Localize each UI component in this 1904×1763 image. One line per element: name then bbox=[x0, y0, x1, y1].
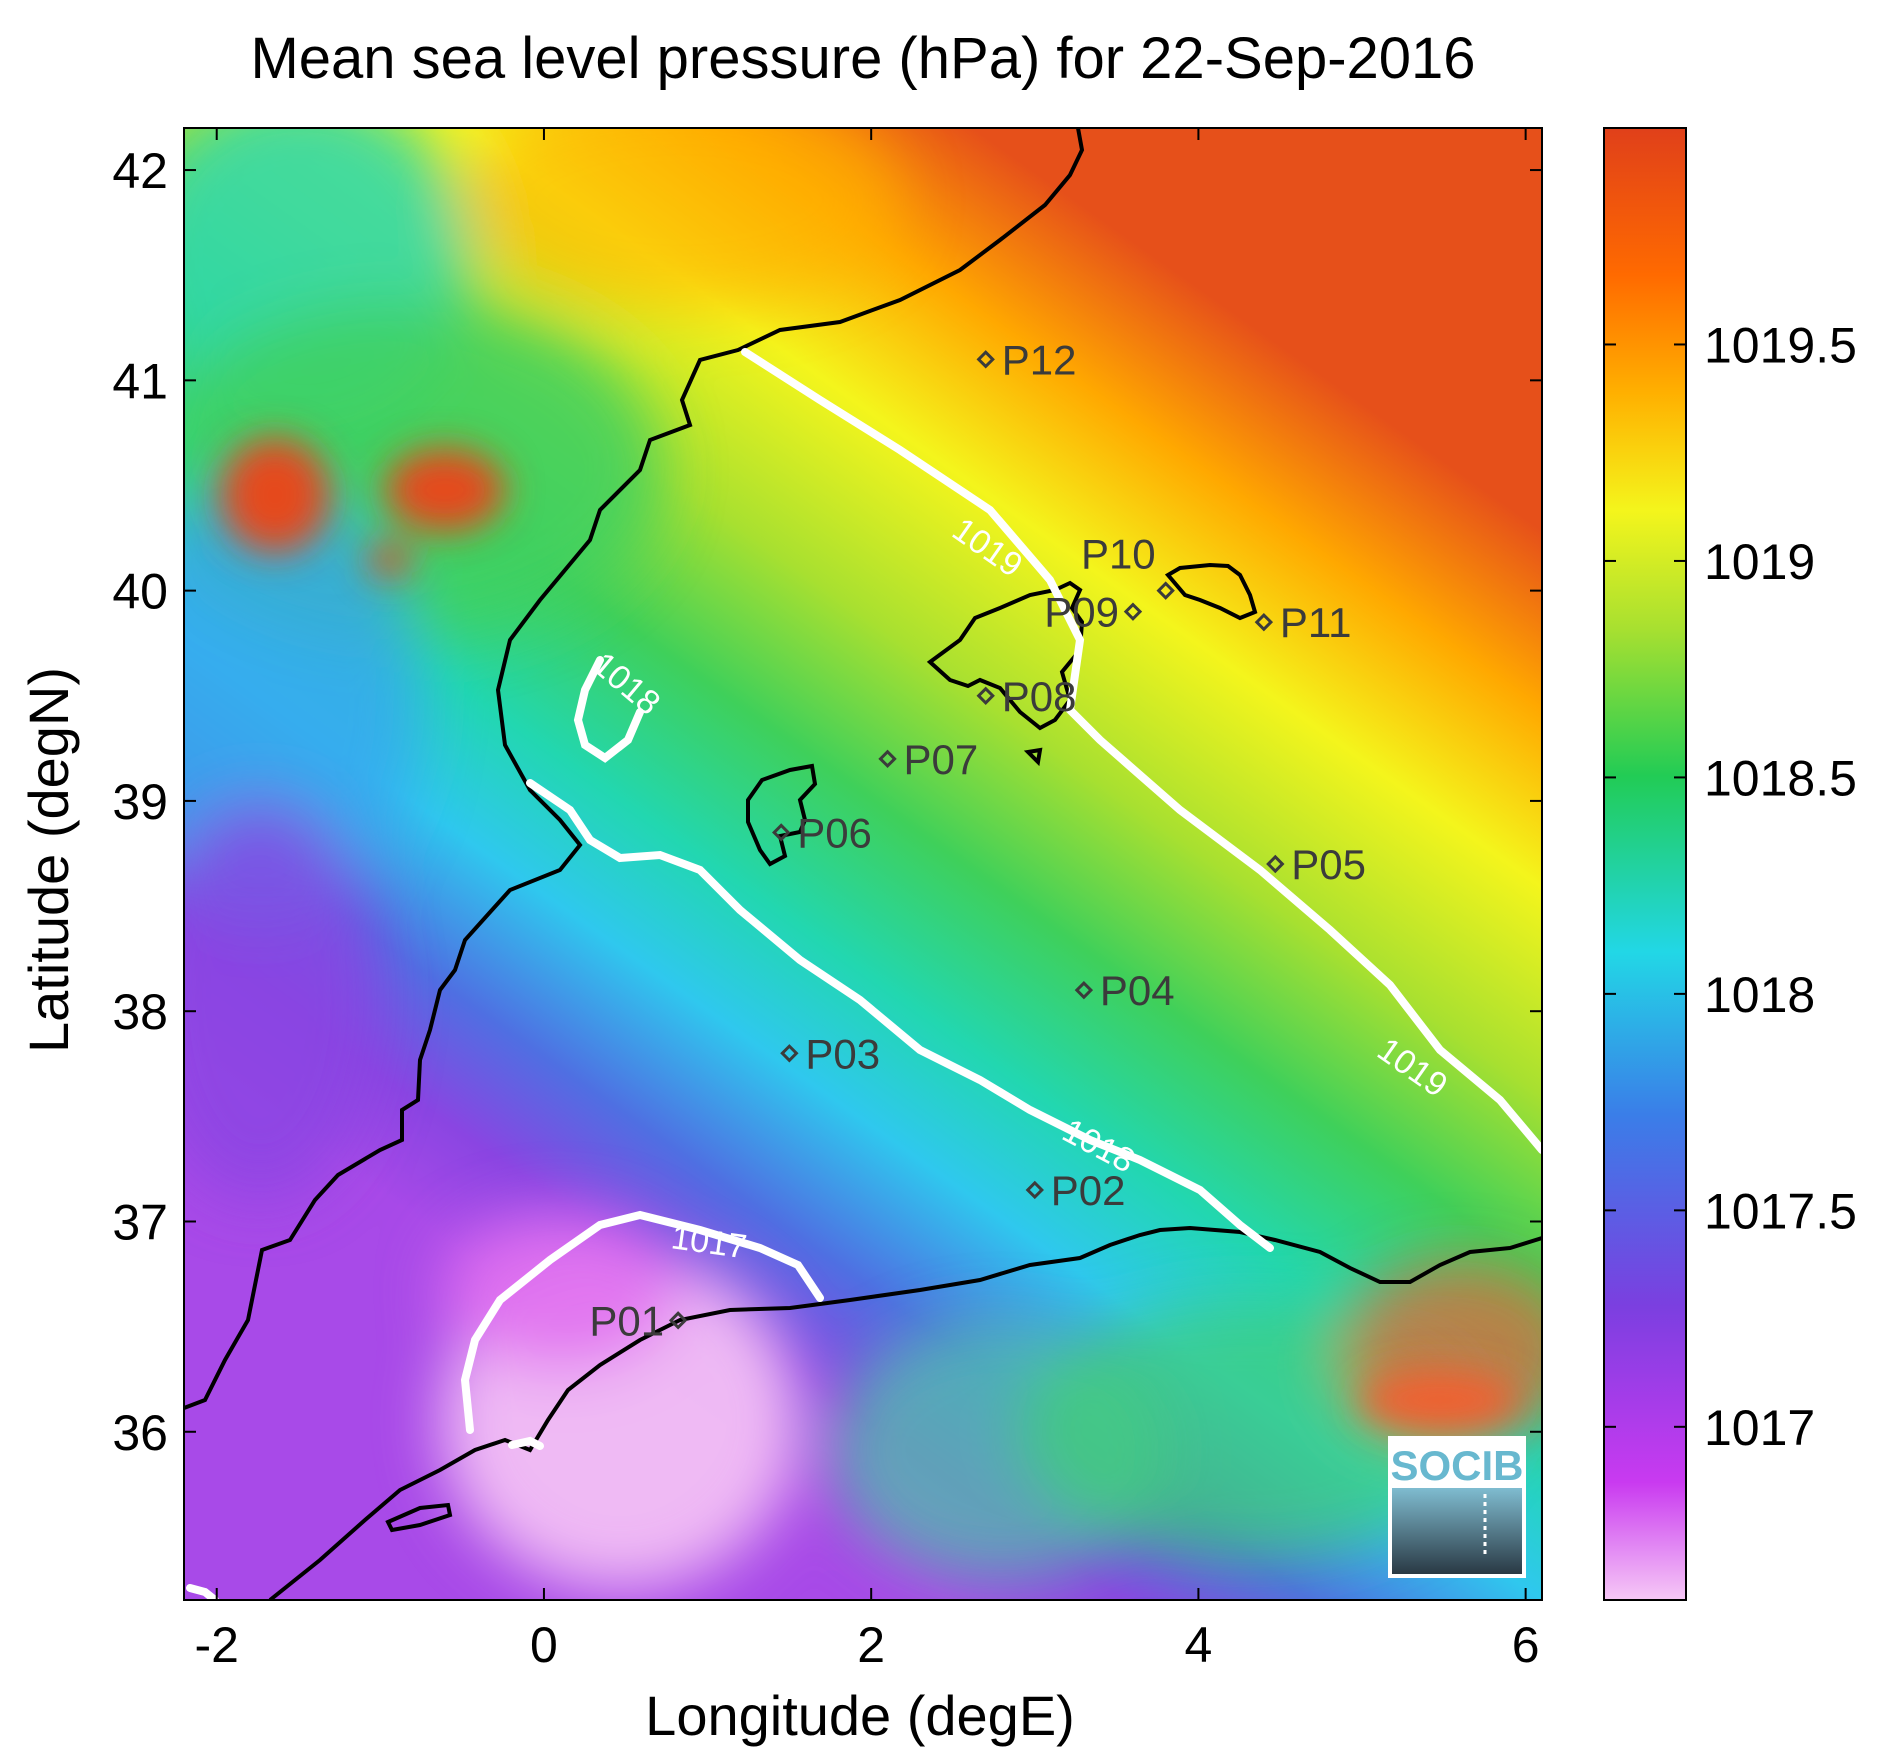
station-label-p08: P08 bbox=[1002, 673, 1077, 720]
socib-logo-text: SOCIB bbox=[1390, 1442, 1523, 1489]
colorbar-ticks: 1017 1017.5 1018 1018.5 1019 1019.5 bbox=[1604, 317, 1857, 1456]
contour-line-corner bbox=[186, 1584, 219, 1600]
station-label-p12: P12 bbox=[1002, 336, 1077, 383]
y-tick-label: 39 bbox=[112, 774, 168, 830]
coastlines bbox=[184, 128, 1542, 1600]
y-tick-label: 36 bbox=[112, 1405, 168, 1461]
x-tick-label: 2 bbox=[857, 1617, 885, 1673]
contour-line-1019 bbox=[741, 348, 1542, 1154]
station-marker-p09 bbox=[1123, 602, 1143, 621]
y-tick-label: 40 bbox=[112, 564, 168, 620]
contour-line-1018-closed bbox=[573, 656, 644, 763]
station-marker-p10 bbox=[1156, 581, 1175, 600]
station-label-p02: P02 bbox=[1051, 1167, 1126, 1214]
colorbar-gradient bbox=[1603, 127, 1687, 1601]
station-marker-p02 bbox=[1025, 1180, 1044, 1200]
x-tick-label: 4 bbox=[1185, 1617, 1213, 1673]
station-label-p01: P01 bbox=[589, 1297, 664, 1344]
station-marker-p11 bbox=[1254, 612, 1274, 632]
station-label-p11: P11 bbox=[1280, 599, 1352, 646]
y-tick-label: 41 bbox=[112, 353, 168, 409]
high-pressure-blotches bbox=[220, 437, 1520, 1430]
y-axis: 36 37 38 39 40 41 42 bbox=[112, 143, 1542, 1461]
station-marker-p12 bbox=[976, 350, 995, 369]
station-label-p03: P03 bbox=[805, 1030, 880, 1077]
land-field-features bbox=[184, 128, 1542, 1590]
plot-frame bbox=[183, 127, 1543, 1601]
contour-line-1017 bbox=[460, 1210, 824, 1434]
x-tick-label: -2 bbox=[194, 1617, 238, 1673]
station-label-p04: P04 bbox=[1100, 967, 1175, 1014]
chart-title: Mean sea level pressure (hPa) for 22-Sep… bbox=[250, 26, 1475, 91]
station-label-p05: P05 bbox=[1291, 841, 1366, 888]
station-marker-p06 bbox=[772, 823, 791, 842]
station-label-p10: P10 bbox=[1081, 531, 1156, 578]
colorbar-tick-label: 1017.5 bbox=[1704, 1183, 1857, 1239]
x-tick-label: 0 bbox=[530, 1617, 558, 1673]
station-marker-p01 bbox=[668, 1311, 688, 1330]
alboran-island-outline bbox=[385, 1502, 453, 1533]
station-marker-p05 bbox=[1266, 854, 1285, 874]
colorbar-tick-label: 1018.5 bbox=[1704, 750, 1857, 806]
station-label-p06: P06 bbox=[797, 809, 872, 856]
menorca-outline bbox=[1164, 562, 1258, 621]
station-marker-p04 bbox=[1074, 980, 1094, 1000]
african-coastline bbox=[268, 1225, 1542, 1600]
socib-logo: SOCIB bbox=[1388, 1436, 1526, 1578]
colorbar-tick-label: 1019.5 bbox=[1704, 317, 1857, 373]
contour-line-1018 bbox=[526, 779, 1274, 1252]
colorbar-tick-label: 1019 bbox=[1704, 534, 1815, 590]
station-points: P01 P02 P03 P04 P05 P06 P07 P08 P09 P10 P11 P12 bbox=[589, 336, 1366, 1344]
ibiza-outline bbox=[746, 763, 818, 867]
x-tick-label: 6 bbox=[1512, 1617, 1540, 1673]
y-tick-label: 42 bbox=[112, 143, 168, 199]
contour-line-1017-small bbox=[508, 1436, 544, 1450]
station-label-p09: P09 bbox=[1044, 589, 1119, 636]
y-axis-label: Latitude (degN) bbox=[17, 667, 80, 1053]
cabrera-outline bbox=[1023, 747, 1043, 767]
x-axis: -2 0 2 4 6 bbox=[194, 128, 1540, 1673]
y-tick-label: 37 bbox=[112, 1194, 168, 1250]
y-tick-label: 38 bbox=[112, 984, 168, 1040]
pressure-contours bbox=[186, 348, 1542, 1600]
station-marker-p08 bbox=[976, 686, 995, 705]
x-axis-label: Longitude (degE) bbox=[645, 1684, 1075, 1747]
station-marker-p03 bbox=[780, 1044, 799, 1063]
station-label-p07: P07 bbox=[904, 736, 979, 783]
iberian-coastline bbox=[184, 128, 1085, 1410]
colorbar-tick-label: 1017 bbox=[1704, 1400, 1815, 1456]
colorbar-tick-label: 1018 bbox=[1704, 967, 1815, 1023]
colorbar: 1017 1017.5 1018 1018.5 1019 1019.5 bbox=[1603, 127, 1857, 1601]
station-marker-p07 bbox=[878, 749, 897, 769]
map-plot-area: 1019 1019 1018 1018 1017 P01P02P03P04P05… bbox=[184, 128, 1542, 1600]
